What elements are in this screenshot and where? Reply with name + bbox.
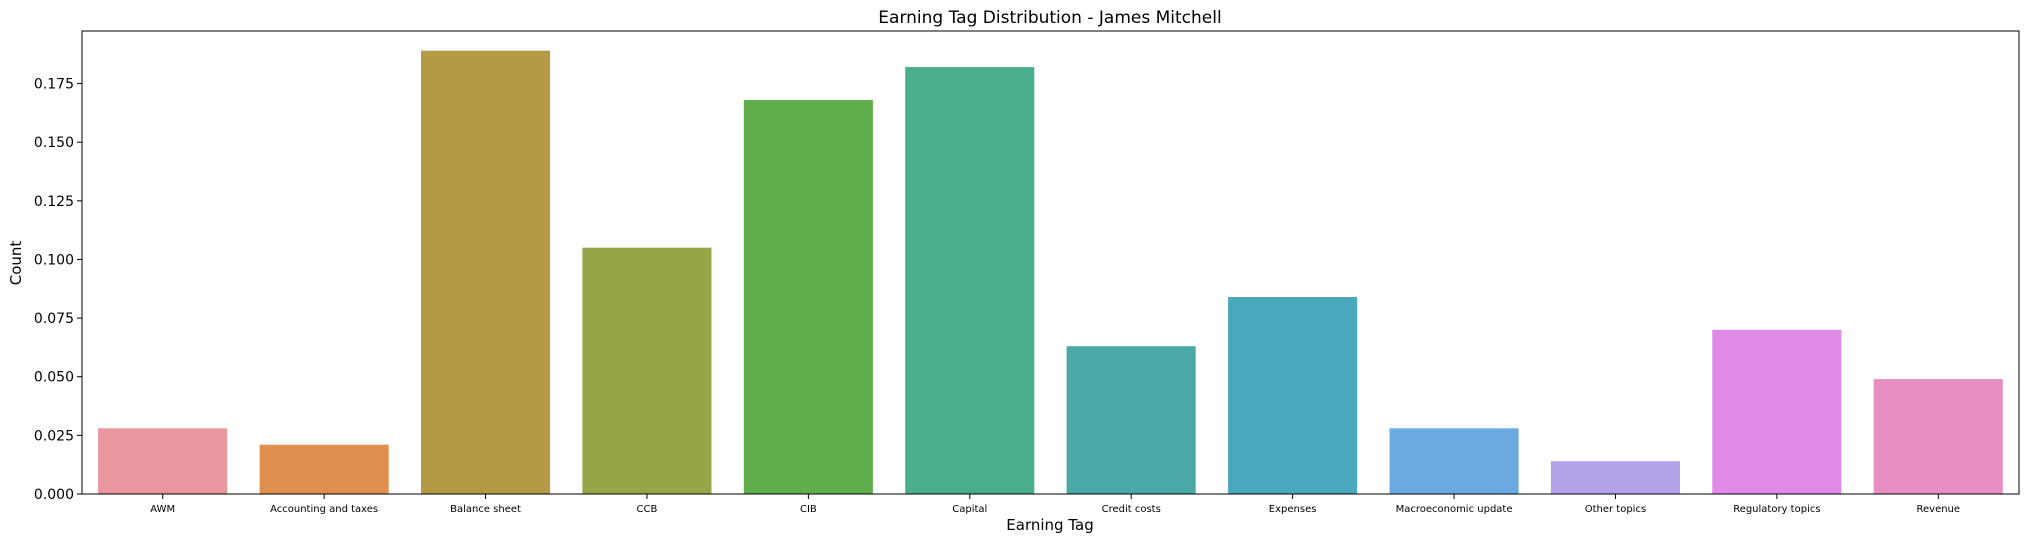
- bar: [1066, 346, 1196, 494]
- y-axis-label: Count: [7, 241, 25, 286]
- x-tick-label: CCB: [637, 504, 658, 515]
- bar: [1712, 329, 1842, 494]
- bar: [582, 247, 712, 494]
- x-tick-label: Capital: [952, 504, 987, 515]
- y-tick-label: 0.150: [34, 135, 74, 151]
- y-tick-label: 0.000: [34, 487, 74, 503]
- bar: [259, 444, 389, 494]
- x-tick-label: Balance sheet: [450, 504, 521, 515]
- y-tick-label: 0.100: [34, 252, 74, 268]
- x-tick-label: Credit costs: [1102, 504, 1161, 515]
- bar: [1228, 297, 1358, 494]
- y-axis-ticks: 0.000 0.025 0.050 0.075 0.100 0.125 0.150 0.175: [34, 77, 82, 503]
- y-tick-label: 0.050: [34, 370, 74, 386]
- x-tick-label: Macroeconomic update: [1396, 504, 1513, 515]
- bar: [1389, 428, 1519, 494]
- bar: [98, 428, 228, 494]
- x-tick-label: CIB: [800, 504, 817, 515]
- x-tick-label: Expenses: [1269, 504, 1317, 515]
- bar: [743, 100, 873, 494]
- chart-title: Earning Tag Distribution - James Mitchel…: [878, 8, 1221, 28]
- y-tick-label: 0.025: [34, 428, 74, 444]
- x-tick-label: Other topics: [1585, 504, 1646, 515]
- bar: [1550, 461, 1680, 494]
- y-tick-label: 0.125: [34, 194, 74, 210]
- bars-layer: [98, 50, 2003, 494]
- x-tick-label: Regulatory topics: [1733, 504, 1820, 515]
- bar: [905, 67, 1035, 494]
- bar: [1873, 379, 2003, 494]
- x-axis-ticks: AWM Accounting and taxes Balance sheet CCB C…: [150, 494, 1960, 515]
- bar: [421, 50, 551, 494]
- y-tick-label: 0.075: [34, 311, 74, 327]
- x-axis-label: Earning Tag: [1006, 516, 1093, 534]
- axes-layer: [81, 30, 2020, 495]
- x-tick-label: AWM: [150, 504, 175, 515]
- y-tick-label: 0.175: [34, 77, 74, 93]
- x-tick-label: Accounting and taxes: [270, 504, 378, 515]
- plot-area-frame: [81, 30, 2020, 495]
- x-tick-label: Revenue: [1917, 504, 1961, 515]
